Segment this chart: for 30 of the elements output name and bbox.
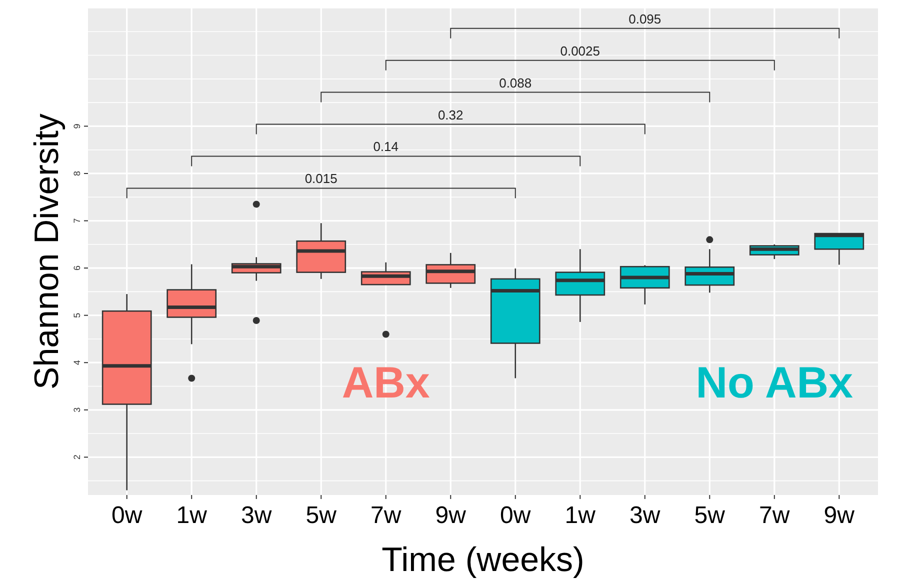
x-tick-label: 5w: [694, 502, 726, 529]
x-tick-label: 3w: [630, 502, 661, 529]
annotation: 0.088: [499, 75, 532, 90]
x-tick-label: 3w: [241, 502, 272, 529]
annotation: 0.015: [304, 171, 338, 186]
series-label: No ABx: [696, 358, 854, 408]
x-tick-label: 1w: [564, 502, 596, 529]
y-tick-label: 4: [72, 360, 82, 366]
y-tick-label: 3: [72, 407, 82, 412]
y-tick-label: 6: [72, 266, 82, 271]
annotation: 0.0025: [560, 43, 600, 58]
y-tick-label: 7: [72, 218, 82, 224]
annotation: 0.095: [628, 11, 662, 26]
series-label: ABx: [342, 358, 430, 408]
y-tick-label: 8: [72, 170, 82, 176]
y-axis-title: Shannon Diversity: [28, 114, 66, 390]
x-tick-label: 7w: [370, 502, 402, 529]
annotation: 0.14: [373, 139, 399, 154]
x-axis-title: Time (weeks): [382, 541, 584, 579]
x-tick-label: 9w: [435, 502, 467, 529]
y-tick-label: 5: [72, 312, 82, 318]
y-tick-label: 9: [72, 124, 82, 129]
x-tick-label: 1w: [176, 502, 208, 529]
annotation: 0.32: [438, 107, 464, 122]
x-tick-label: 0w: [500, 502, 532, 529]
x-tick-label: 0w: [112, 502, 143, 529]
x-tick-label: 9w: [824, 502, 856, 529]
x-tick-label: 5w: [306, 502, 338, 529]
x-tick-label: 7w: [759, 502, 790, 529]
y-tick-label: 2: [72, 454, 82, 460]
